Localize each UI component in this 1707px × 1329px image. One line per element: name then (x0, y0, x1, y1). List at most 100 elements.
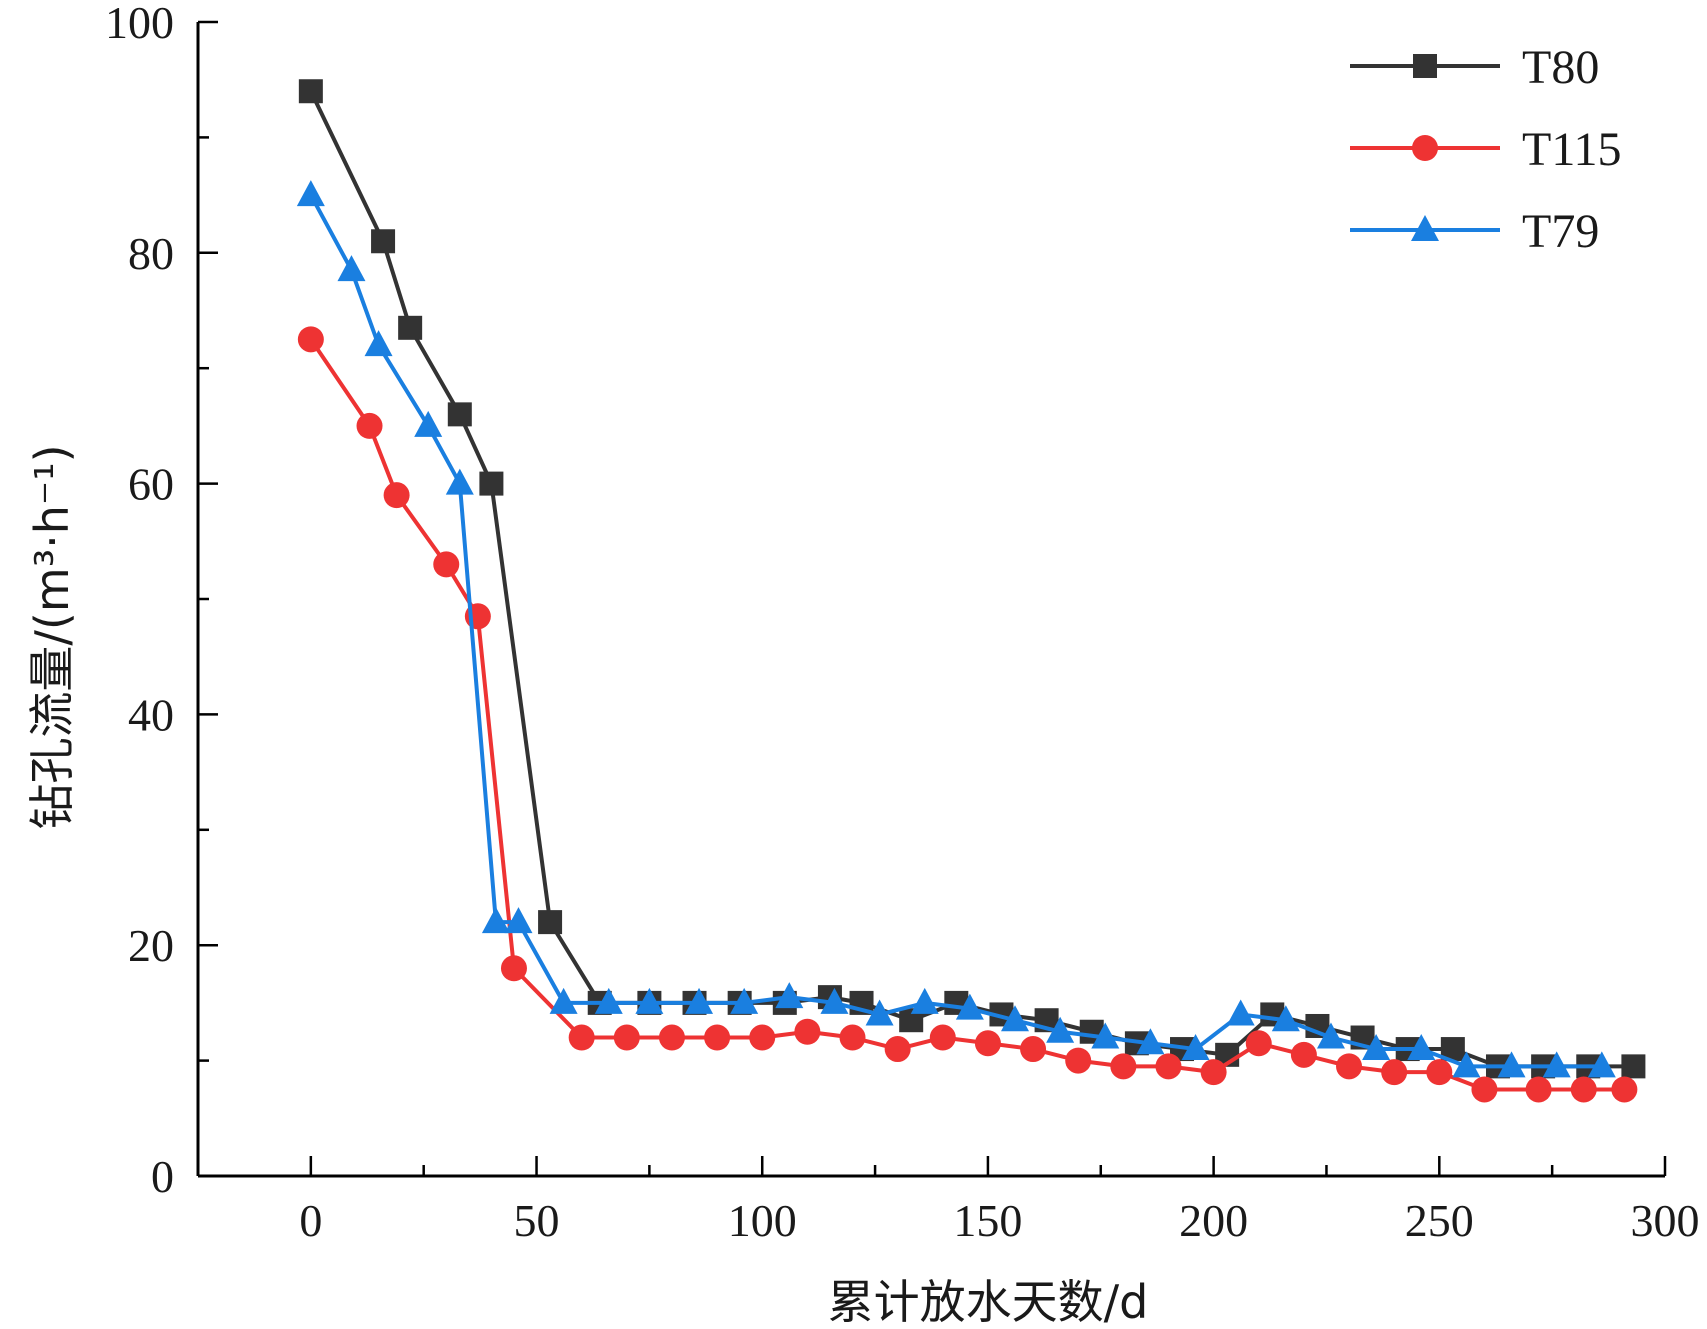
y-tick-label: 40 (128, 689, 174, 740)
data-point-t115 (974, 1030, 1001, 1057)
data-point-t79 (1091, 1022, 1120, 1049)
x-tick-label: 50 (514, 1195, 560, 1246)
data-point-t115 (1426, 1059, 1453, 1086)
data-point-t115 (568, 1024, 595, 1051)
data-point-t80 (479, 471, 504, 496)
data-point-t79 (1226, 999, 1255, 1026)
data-point-t79 (1542, 1051, 1571, 1078)
data-point-t79 (549, 987, 578, 1014)
data-point-t79 (775, 982, 804, 1009)
data-point-t79 (820, 987, 849, 1014)
x-tick-label: 250 (1405, 1195, 1474, 1246)
data-point-t79 (1271, 1005, 1300, 1032)
data-point-t79 (1136, 1028, 1165, 1055)
data-point-t80 (447, 402, 472, 427)
data-point-t115 (500, 955, 527, 982)
data-point-t115 (1245, 1030, 1272, 1057)
data-point-t115 (356, 412, 383, 439)
data-point-t79 (504, 907, 533, 934)
data-point-t115 (884, 1036, 911, 1063)
x-tick-label: 100 (728, 1195, 797, 1246)
x-tick-label: 200 (1179, 1195, 1248, 1246)
data-point-t115 (1471, 1076, 1498, 1103)
data-point-t115 (704, 1024, 731, 1051)
data-point-t115 (749, 1024, 776, 1051)
data-point-t79 (1046, 1016, 1075, 1043)
data-point-t115 (1155, 1053, 1182, 1080)
legend-label: T79 (1522, 205, 1599, 258)
series-t115 (297, 326, 1638, 1103)
legend-item-t115: T115 (1350, 123, 1622, 176)
x-tick-label: 150 (953, 1195, 1022, 1246)
data-point-t115 (433, 551, 460, 578)
series-line-t79 (309, 194, 1602, 1069)
data-point-t79 (296, 180, 325, 207)
axes: 0 50 100 150 200 250 300 0 20 40 60 80 100 (105, 0, 1700, 1246)
data-point-t80 (1621, 1054, 1646, 1079)
y-tick-label: 20 (128, 920, 174, 971)
legend-label: T80 (1522, 41, 1599, 94)
data-point-t115 (1525, 1076, 1552, 1103)
data-point-t80 (538, 910, 563, 935)
data-point-t115 (794, 1018, 821, 1045)
x-axis-title: 累计放水天数/d (828, 1275, 1149, 1329)
data-point-t115 (297, 326, 324, 353)
y-tick-label: 0 (151, 1151, 174, 1202)
legend-item-t79: T79 (1350, 205, 1599, 258)
data-point-t115 (1381, 1059, 1408, 1086)
data-point-t80 (298, 79, 323, 104)
data-point-t79 (730, 987, 759, 1014)
legend-marker (1411, 215, 1439, 241)
legend-marker (1412, 135, 1438, 161)
x-tick-label: 300 (1631, 1195, 1700, 1246)
y-axis-title: 钻孔流量/(m³·h⁻¹) (25, 444, 79, 829)
data-point-t115 (1336, 1053, 1363, 1080)
data-point-t79 (594, 987, 623, 1014)
data-point-t115 (613, 1024, 640, 1051)
data-point-t79 (685, 987, 714, 1014)
series-t79 (296, 180, 1616, 1078)
x-tick-label: 0 (299, 1195, 322, 1246)
data-point-t115 (658, 1024, 685, 1051)
data-point-t79 (445, 468, 474, 495)
data-point-t79 (337, 255, 366, 282)
y-tick-label: 60 (128, 459, 174, 510)
data-point-t79 (481, 907, 510, 934)
data-point-t115 (1110, 1053, 1137, 1080)
data-point-t79 (364, 330, 393, 357)
data-point-t115 (929, 1024, 956, 1051)
data-point-t79 (910, 987, 939, 1014)
data-point-t115 (1611, 1076, 1638, 1103)
data-point-t115 (1290, 1041, 1317, 1068)
data-point-t79 (635, 987, 664, 1014)
data-point-t115 (1020, 1036, 1047, 1063)
data-point-t80 (371, 229, 396, 254)
data-point-t79 (1452, 1051, 1481, 1078)
data-point-t79 (1362, 1034, 1391, 1061)
legend-item-t80: T80 (1350, 41, 1599, 94)
series-group (296, 79, 1646, 1103)
legend-label: T115 (1522, 123, 1622, 176)
y-tick-label: 80 (128, 228, 174, 279)
data-point-t115 (1200, 1059, 1227, 1086)
data-point-t79 (1316, 1022, 1345, 1049)
data-point-t115 (1065, 1047, 1092, 1074)
data-point-t79 (865, 999, 894, 1026)
data-point-t79 (414, 410, 443, 437)
data-point-t79 (1001, 1005, 1030, 1032)
data-point-t80 (899, 1008, 924, 1033)
legend-marker (1413, 54, 1437, 78)
data-point-t79 (1407, 1034, 1436, 1061)
data-point-t80 (398, 315, 423, 340)
data-point-t115 (839, 1024, 866, 1051)
data-point-t79 (955, 993, 984, 1020)
data-point-t115 (1570, 1076, 1597, 1103)
data-point-t79 (1587, 1051, 1616, 1078)
data-point-t79 (1497, 1051, 1526, 1078)
data-point-t79 (1181, 1034, 1210, 1061)
y-tick-label: 100 (105, 0, 174, 48)
legend: T80 T115 T79 (1350, 41, 1622, 258)
data-point-t115 (383, 482, 410, 509)
